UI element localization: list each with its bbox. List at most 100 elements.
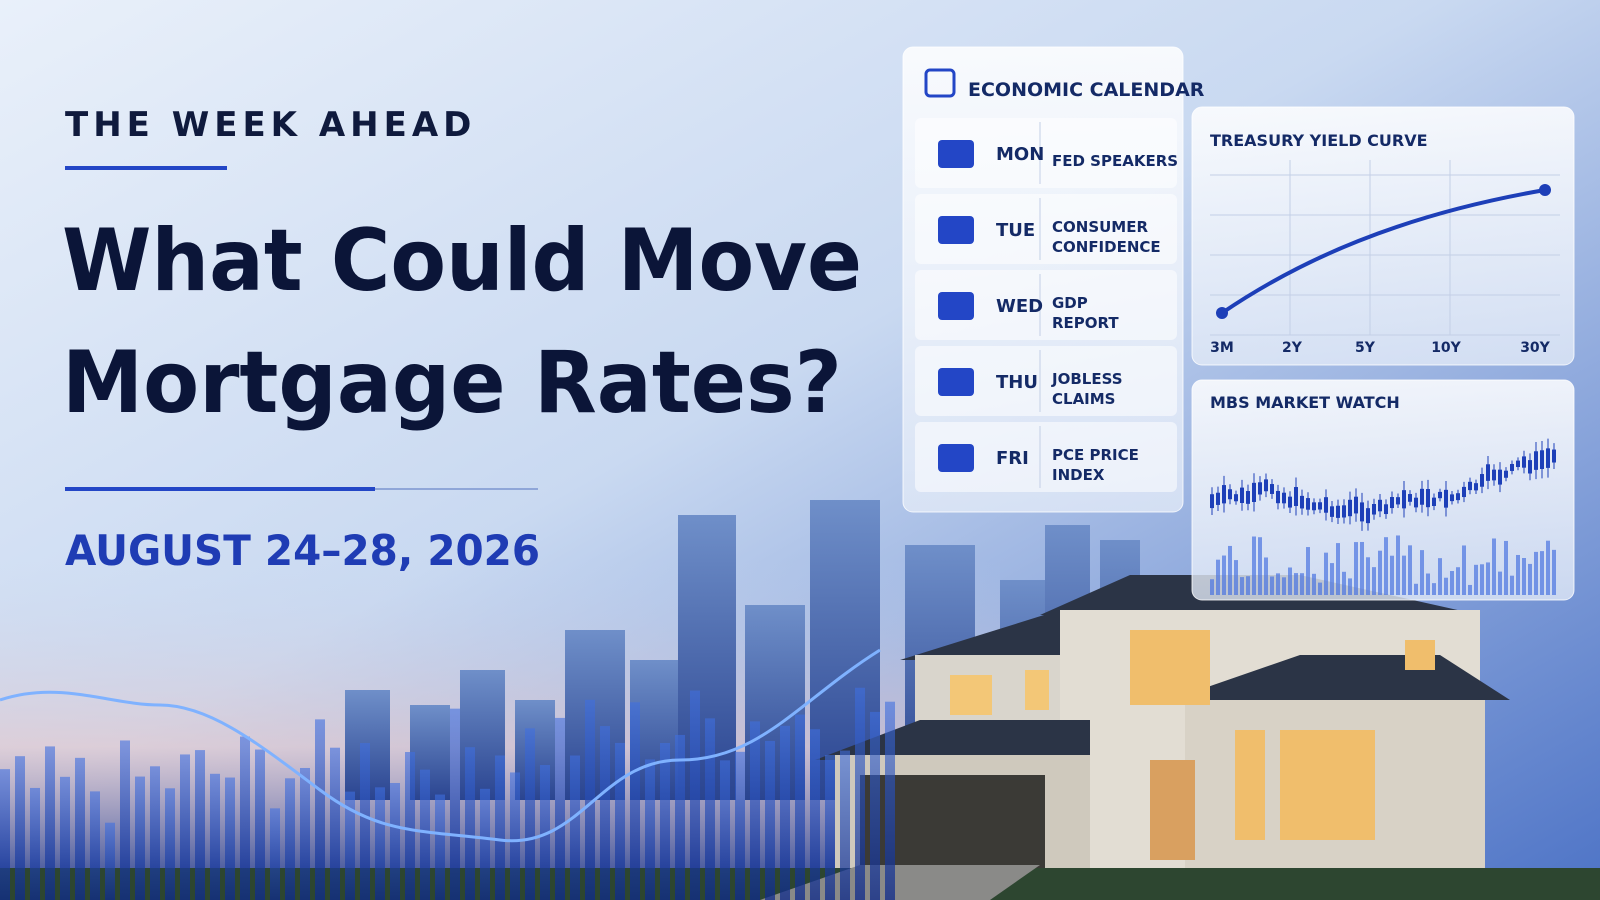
market-bar xyxy=(885,701,895,900)
volume-bar xyxy=(1210,579,1214,595)
kicker: THE WEEK AHEAD xyxy=(65,105,476,145)
market-bar xyxy=(90,791,100,900)
market-bar xyxy=(165,788,175,900)
volume-bar xyxy=(1522,558,1526,595)
calendar-icon xyxy=(924,68,956,98)
market-bar xyxy=(195,750,205,900)
volume-bar xyxy=(1426,573,1430,595)
market-bar xyxy=(510,772,520,900)
yield-axis-label: 2Y xyxy=(1282,340,1303,356)
headline-line: What Could Move xyxy=(62,211,862,311)
candle-body xyxy=(1228,489,1232,500)
candle-body xyxy=(1246,491,1250,504)
candle-body xyxy=(1210,494,1214,509)
candle-body xyxy=(1450,494,1454,502)
market-bar xyxy=(255,749,265,900)
volume-bar xyxy=(1258,537,1262,595)
yield-point xyxy=(1216,307,1228,319)
candle-body xyxy=(1516,460,1520,468)
candle-body xyxy=(1408,494,1412,502)
market-bar xyxy=(870,711,880,900)
yield-point xyxy=(1539,184,1551,196)
event-name: PCE PRICE xyxy=(1052,446,1139,464)
volume-bar xyxy=(1474,564,1478,595)
market-bar xyxy=(615,742,625,900)
event-icon xyxy=(938,216,974,244)
candle-body xyxy=(1552,449,1556,463)
event-name: CLAIMS xyxy=(1052,390,1116,408)
market-bar xyxy=(795,714,805,900)
volume-bar xyxy=(1384,537,1388,595)
market-bar xyxy=(60,776,70,900)
market-bar xyxy=(585,699,595,900)
market-bar xyxy=(570,755,580,900)
volume-bar xyxy=(1294,573,1298,595)
candle-body xyxy=(1402,490,1406,509)
yield-title: TREASURY YIELD CURVE xyxy=(1210,131,1428,150)
volume-bar xyxy=(1264,557,1268,595)
volume-bar xyxy=(1546,540,1550,595)
market-bar xyxy=(150,766,160,900)
candle-body xyxy=(1366,508,1370,524)
candle-body xyxy=(1324,497,1328,513)
volume-bar xyxy=(1486,562,1490,595)
event-icon xyxy=(938,444,974,472)
market-bar xyxy=(345,791,355,900)
market-bar xyxy=(210,773,220,900)
candle-body xyxy=(1282,492,1286,504)
yield-grid xyxy=(1210,160,1560,336)
event-row xyxy=(915,422,1177,492)
volume-bar xyxy=(1300,573,1304,595)
market-bar xyxy=(15,756,25,900)
market-bar xyxy=(0,769,10,900)
event-day: WED xyxy=(996,296,1043,317)
market-bar xyxy=(330,747,340,900)
divider xyxy=(65,487,375,491)
volume-bar xyxy=(1306,547,1310,595)
candle-body xyxy=(1252,482,1256,502)
volume-bar xyxy=(1240,577,1244,595)
market-bar xyxy=(675,734,685,900)
trend-line xyxy=(0,648,881,843)
market-bar xyxy=(300,767,310,900)
volume-bar xyxy=(1318,582,1322,595)
volume-bar xyxy=(1324,552,1328,595)
volume-bar xyxy=(1372,567,1376,595)
yield-panel xyxy=(1191,106,1575,366)
yield-axis-label: 3M xyxy=(1210,340,1234,356)
market-bar xyxy=(840,750,850,900)
event-day: MON xyxy=(996,144,1044,165)
calendar-title: ECONOMIC CALENDAR xyxy=(968,79,1205,101)
market-bar xyxy=(360,743,370,900)
yield-curve xyxy=(1220,188,1546,315)
volume-bar xyxy=(1540,551,1544,595)
candle-body xyxy=(1270,484,1274,494)
event-day: FRI xyxy=(996,448,1029,469)
market-bar xyxy=(540,765,550,900)
candle-body xyxy=(1510,463,1514,471)
market-bar xyxy=(495,755,505,900)
event-row xyxy=(915,346,1177,416)
event-row xyxy=(915,270,1177,340)
volume-bar xyxy=(1444,577,1448,595)
candle-body xyxy=(1432,497,1436,506)
market-bar xyxy=(270,808,280,900)
candle-body xyxy=(1288,496,1292,508)
market-bar xyxy=(855,687,865,900)
market-bar xyxy=(225,777,235,900)
candle-body xyxy=(1294,487,1298,506)
volume-bar xyxy=(1246,576,1250,595)
volume-bar xyxy=(1354,542,1358,595)
volume-bar xyxy=(1420,550,1424,595)
candle-body xyxy=(1444,489,1448,508)
volume-bar xyxy=(1450,571,1454,595)
volume-bar xyxy=(1468,584,1472,595)
volume-bar xyxy=(1504,540,1508,595)
market-bars xyxy=(0,687,895,900)
volume-bar xyxy=(1276,573,1280,595)
market-bar xyxy=(180,754,190,900)
market-bar xyxy=(780,725,790,900)
volume-bar xyxy=(1336,543,1340,595)
candle-body xyxy=(1420,488,1424,505)
